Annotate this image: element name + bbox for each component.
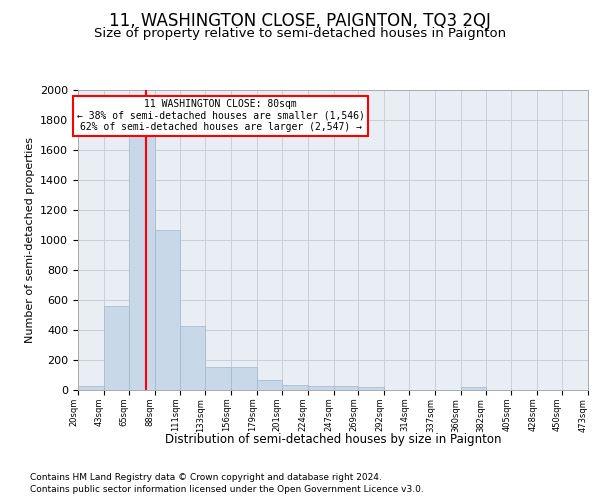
Bar <box>78 386 104 390</box>
Bar <box>282 385 308 390</box>
Bar <box>181 326 205 390</box>
Text: Contains public sector information licensed under the Open Government Licence v3: Contains public sector information licen… <box>30 485 424 494</box>
Text: 11 WASHINGTON CLOSE: 80sqm
← 38% of semi-detached houses are smaller (1,546)
62%: 11 WASHINGTON CLOSE: 80sqm ← 38% of semi… <box>77 99 365 132</box>
Bar <box>205 367 231 390</box>
Bar <box>128 105 155 390</box>
Bar <box>308 386 334 390</box>
Bar <box>231 367 257 390</box>
Text: Size of property relative to semi-detached houses in Paignton: Size of property relative to semi-detach… <box>94 28 506 40</box>
Y-axis label: Number of semi-detached properties: Number of semi-detached properties <box>25 137 35 343</box>
Bar <box>334 386 358 390</box>
Bar <box>155 230 181 390</box>
Text: 11, WASHINGTON CLOSE, PAIGNTON, TQ3 2QJ: 11, WASHINGTON CLOSE, PAIGNTON, TQ3 2QJ <box>109 12 491 30</box>
Text: Distribution of semi-detached houses by size in Paignton: Distribution of semi-detached houses by … <box>165 432 501 446</box>
Bar <box>358 387 384 390</box>
Bar <box>104 306 128 390</box>
Bar <box>461 387 485 390</box>
Text: Contains HM Land Registry data © Crown copyright and database right 2024.: Contains HM Land Registry data © Crown c… <box>30 472 382 482</box>
Bar <box>257 380 282 390</box>
